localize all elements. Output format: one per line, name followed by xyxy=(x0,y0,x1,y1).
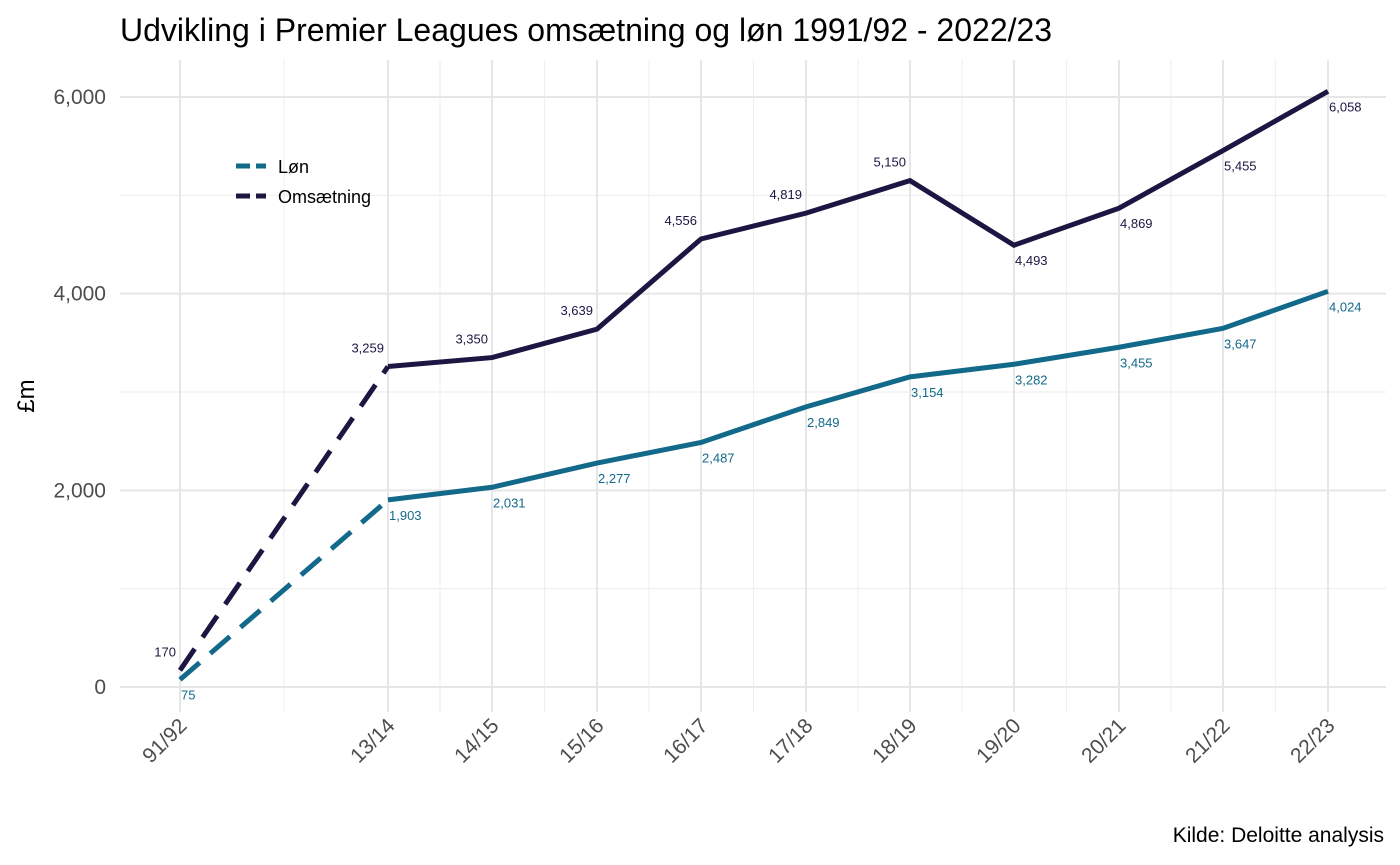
data-label-lon: 2,031 xyxy=(493,495,526,510)
data-label-lon: 2,487 xyxy=(702,450,735,465)
y-axis-label: £m xyxy=(13,379,40,412)
x-tick-label: 14/15 xyxy=(450,714,503,767)
data-label-lon: 3,647 xyxy=(1224,336,1257,351)
x-tick-label: 19/20 xyxy=(972,714,1025,767)
x-tick-label: 20/21 xyxy=(1077,714,1130,767)
data-label-lon: 2,277 xyxy=(598,471,631,486)
x-tick-label: 16/17 xyxy=(659,714,712,767)
data-label-omsaetning: 5,150 xyxy=(873,155,906,170)
data-label-lon: 3,154 xyxy=(911,385,944,400)
data-label-lon: 1,903 xyxy=(389,508,422,523)
x-tick-label: 13/14 xyxy=(346,714,400,768)
source-caption: Kilde: Deloitte analysis xyxy=(1172,824,1384,847)
data-label-omsaetning: 4,869 xyxy=(1120,216,1153,231)
data-label-lon: 75 xyxy=(181,688,195,703)
data-label-omsaetning: 3,350 xyxy=(455,332,488,347)
data-label-lon: 2,849 xyxy=(807,415,840,430)
data-label-omsaetning: 6,058 xyxy=(1329,99,1362,114)
data-label-lon: 4,024 xyxy=(1329,299,1362,314)
series-line-dashed-1 xyxy=(177,365,391,672)
legend-label-0: Løn xyxy=(278,157,309,177)
y-tick-label: 0 xyxy=(94,676,106,699)
x-tick-label: 91/92 xyxy=(138,714,191,767)
data-label-omsaetning: 4,556 xyxy=(664,213,697,228)
x-tick-label: 17/18 xyxy=(764,714,817,767)
series-line-solid-1 xyxy=(387,89,1330,370)
y-tick-label: 6,000 xyxy=(53,86,106,109)
data-label-omsaetning: 4,493 xyxy=(1015,253,1048,268)
series-line-solid-0 xyxy=(387,288,1329,503)
legend-label-1: Omsætning xyxy=(278,187,371,207)
series-line-dashed-0 xyxy=(178,497,390,682)
x-tick-label: 22/23 xyxy=(1286,714,1339,767)
data-label-omsaetning: 170 xyxy=(154,644,176,659)
x-tick-label: 21/22 xyxy=(1181,714,1234,767)
y-tick-label: 4,000 xyxy=(53,283,106,306)
x-tick-label: 18/19 xyxy=(868,714,921,767)
data-label-omsaetning: 4,819 xyxy=(769,187,802,202)
data-label-omsaetning: 3,639 xyxy=(560,303,593,318)
data-label-lon: 3,455 xyxy=(1120,355,1153,370)
x-tick-label: 15/16 xyxy=(555,714,608,767)
data-label-lon: 3,282 xyxy=(1015,372,1048,387)
data-label-omsaetning: 5,455 xyxy=(1224,159,1257,174)
y-tick-label: 2,000 xyxy=(53,479,106,502)
chart-title: Udvikling i Premier Leagues omsætning og… xyxy=(120,12,1053,48)
data-label-omsaetning: 3,259 xyxy=(351,341,384,356)
